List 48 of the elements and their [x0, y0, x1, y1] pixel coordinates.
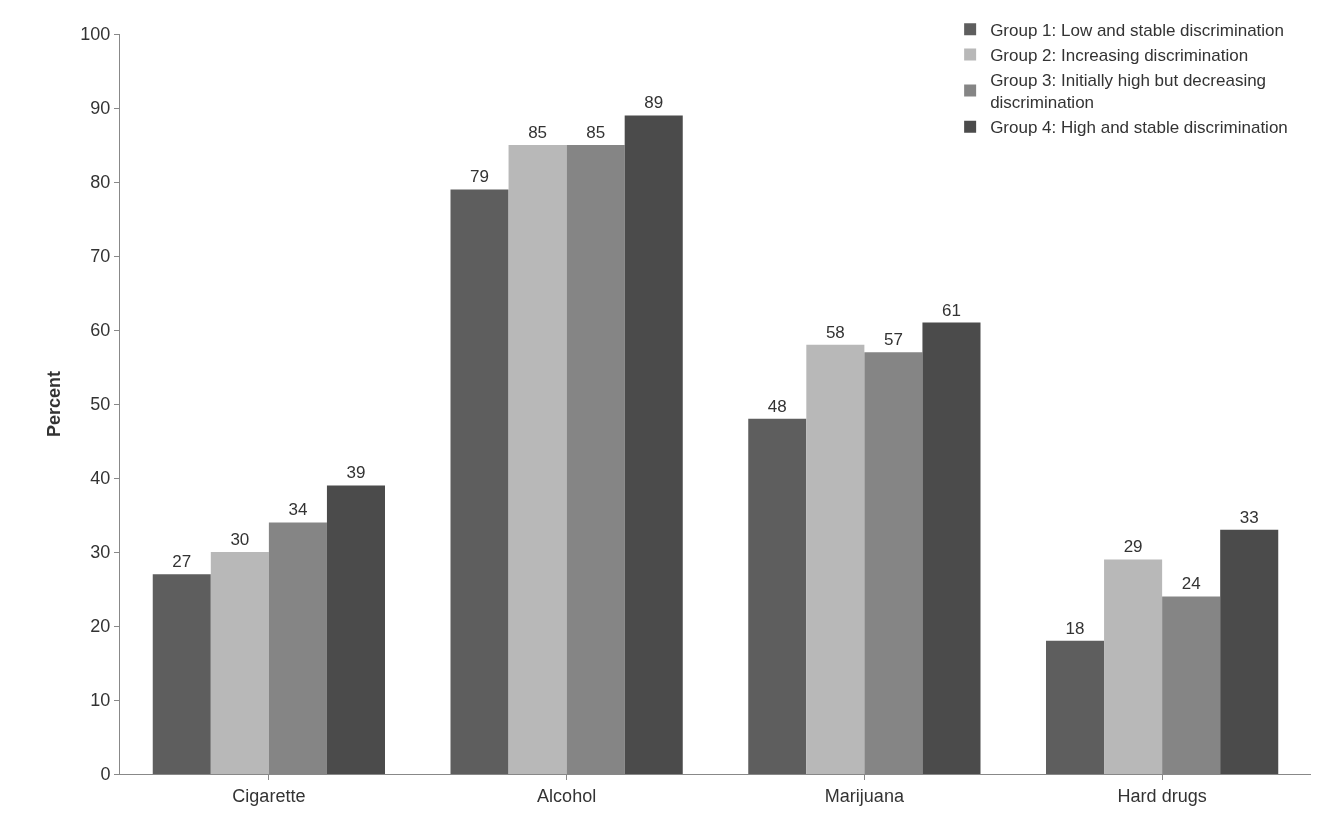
- x-tick-label: Alcohol: [537, 785, 597, 806]
- data-label: 34: [288, 500, 308, 520]
- bar: [450, 189, 509, 774]
- bar: [508, 145, 567, 774]
- y-axis-title: Percent: [43, 370, 64, 438]
- y-tick-label: 70: [90, 246, 111, 267]
- bar: [806, 344, 865, 774]
- legend-label: Group 2: Increasing discrimination: [990, 46, 1249, 66]
- y-tick-label: 40: [90, 468, 111, 489]
- legend-label: Group 3: Initially high but decreasing discrimination: [990, 71, 1267, 113]
- x-tick-label: Marijuana: [824, 785, 905, 806]
- y-tick-label: 100: [80, 24, 111, 45]
- bar: [1046, 640, 1105, 774]
- data-label: 85: [528, 123, 548, 142]
- data-label: 85: [586, 123, 606, 142]
- bar: [1104, 559, 1163, 774]
- data-label: 57: [883, 330, 903, 350]
- y-tick-label: 30: [90, 542, 111, 563]
- y-tick-label: 10: [90, 690, 111, 711]
- x-tick-label: Cigarette: [232, 785, 306, 806]
- y-tick-label: 20: [90, 616, 111, 637]
- data-label: 79: [470, 167, 489, 187]
- data-label: 33: [1239, 507, 1259, 527]
- bar: [326, 485, 385, 774]
- data-label: 39: [346, 463, 366, 483]
- x-tick-label: Hard drugs: [1117, 785, 1207, 806]
- bar: [152, 574, 211, 774]
- y-tick-label: 90: [90, 98, 111, 119]
- y-tick-label: 60: [90, 320, 111, 341]
- bar: [624, 115, 683, 774]
- data-label: 18: [1065, 618, 1085, 638]
- y-tick-label: 0: [100, 764, 111, 785]
- bar: [1220, 529, 1279, 774]
- bar: [210, 552, 269, 774]
- data-label: 58: [825, 322, 845, 342]
- legend-label: Group 1: Low and stable discrimination: [990, 20, 1285, 40]
- bar: [748, 418, 807, 774]
- data-label: 61: [942, 300, 961, 320]
- data-label: 24: [1181, 574, 1201, 594]
- data-label: 30: [230, 530, 250, 549]
- legend-label: Group 4: High and stable discrimination: [990, 118, 1288, 138]
- data-label: 48: [767, 396, 787, 416]
- data-label: 27: [172, 552, 192, 572]
- bar: [922, 322, 981, 774]
- data-label: 89: [644, 93, 664, 113]
- y-tick-label: 50: [90, 394, 111, 415]
- data-label: 29: [1123, 537, 1143, 557]
- y-tick-label: 80: [90, 172, 111, 193]
